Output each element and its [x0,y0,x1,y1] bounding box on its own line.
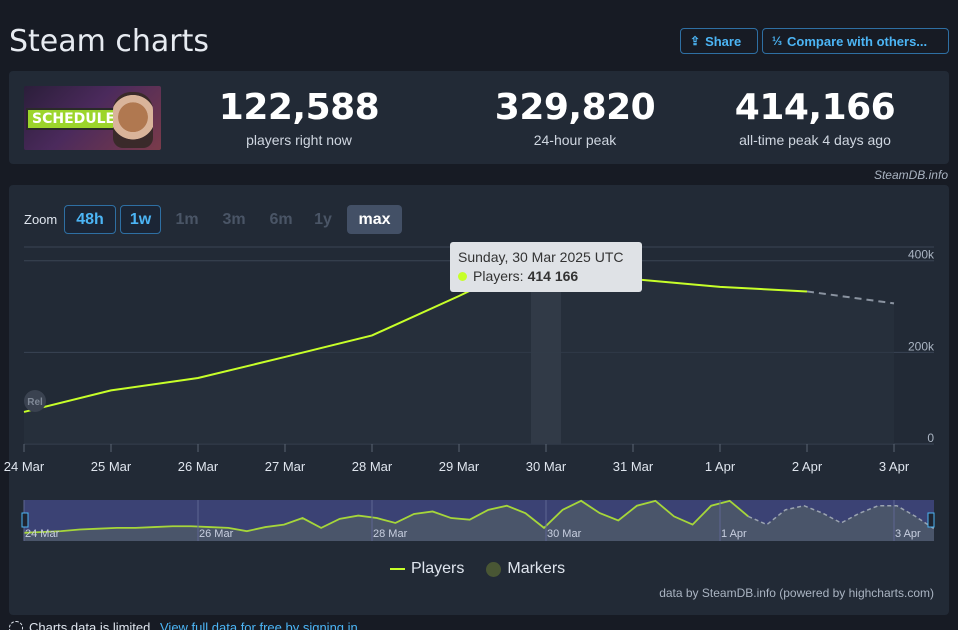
limited-text: Charts data is limited. [29,620,154,630]
stats-panel: SCHEDULE 122,588 players right now 329,8… [9,71,949,164]
players-line-icon [390,568,405,570]
series-area [24,254,894,444]
compare-icon: ⅓ [772,34,783,48]
x-tick-label: 30 Mar [526,459,567,474]
navigator-label: 1 Apr [721,528,747,540]
stat-value: 414,166 [734,87,896,128]
stat-current: 122,588 players right now [189,87,409,148]
stat-value: 329,820 [494,87,656,128]
x-tick-label: 31 Mar [613,459,654,474]
game-thumbnail[interactable]: SCHEDULE [24,86,161,150]
game-logo: SCHEDULE [26,108,122,130]
zoom-label: Zoom [24,212,58,227]
x-tick-label: 26 Mar [178,459,219,474]
share-label: Share [705,33,742,49]
stat-label: players right now [246,132,352,148]
release-marker [24,390,46,412]
players-projected-line [806,290,895,305]
x-tick-label: 3 Apr [879,459,910,474]
sign-in-link[interactable]: View full data for free by signing in [160,620,358,630]
players-series-line [23,253,808,413]
x-tick-label: 25 Mar [91,459,132,474]
navigator-handle[interactable] [21,512,29,528]
compare-label: Compare with others... [787,33,928,49]
share-button[interactable]: ⇪ Share [680,28,758,54]
legend-markers[interactable]: Markers [507,560,566,577]
steamdb-credit[interactable]: SteamDB.info [873,168,948,182]
x-tick-label: 2 Apr [792,459,823,474]
stat-value: 122,588 [218,87,380,128]
highcharts-credit[interactable]: data by SteamDB.info (powered by highcha… [659,586,934,600]
x-axis-labels: 24 Mar 25 Mar 26 Mar 27 Mar 28 Mar 29 Mar 30 M… [4,444,910,474]
zoom-1y-button[interactable]: 1y [314,210,332,228]
series-area-fill [24,254,894,444]
x-tick-label: 28 Mar [352,459,393,474]
info-circle-icon [9,620,23,630]
tooltip-series: Players: [473,268,524,284]
legend-players[interactable]: Players [411,560,465,577]
release-marker-label: Rel [27,397,43,408]
character-art [113,92,153,148]
compare-button[interactable]: ⅓ Compare with others... [762,28,949,54]
page-title: Steam charts [9,24,210,59]
share-icon: ⇪ [690,34,701,48]
x-tick-label: 29 Mar [439,459,480,474]
navigator-label: 3 Apr [895,528,921,540]
zoom-max-button[interactable]: max [347,205,402,234]
stat-alltime-peak: 414,166 all-time peak 4 days ago [705,87,925,148]
zoom-48h-button[interactable]: 48h [64,205,116,234]
zoom-6m-button[interactable]: 6m [269,210,293,228]
markers-dot-icon [486,561,502,577]
zoom-3m-button[interactable]: 3m [222,210,246,228]
navigator-handle[interactable] [927,512,935,528]
y-axis-labels: 0 200k 400k [908,248,935,445]
y-tick-label: 200k [908,339,935,353]
navigator-line [23,499,749,534]
x-tick-label: 27 Mar [265,459,306,474]
chart-tooltip: Sunday, 30 Mar 2025 UTC Players: 414 166 [450,242,642,292]
series-dot-icon [458,271,467,281]
navigator: 24 Mar 26 Mar 28 Mar 30 Mar 1 Apr 3 Apr [21,499,935,541]
y-tick-label: 400k [908,248,935,262]
stat-label: 24-hour peak [533,132,617,148]
tooltip-value: 414 166 [527,268,579,284]
zoom-1m-button[interactable]: 1m [175,210,199,228]
tooltip-date: Sunday, 30 Mar 2025 UTC [458,249,624,265]
x-tick-label: 1 Apr [705,459,736,474]
chart-legend: Players Markers [390,560,565,578]
data-limited-notice: Charts data is limited. View full data f… [9,620,358,630]
navigator-label: 30 Mar [547,528,582,540]
stat-24h-peak: 329,820 24-hour peak [465,87,685,148]
stat-label: all-time peak 4 days ago [739,132,891,148]
navigator-label: 24 Mar [25,528,60,540]
x-tick-label: 24 Mar [4,459,45,474]
zoom-1w-button[interactable]: 1w [120,205,161,234]
navigator-label: 28 Mar [373,528,408,540]
navigator-projected-line [747,504,935,530]
navigator-label: 26 Mar [199,528,234,540]
y-tick-label: 0 [927,431,934,445]
